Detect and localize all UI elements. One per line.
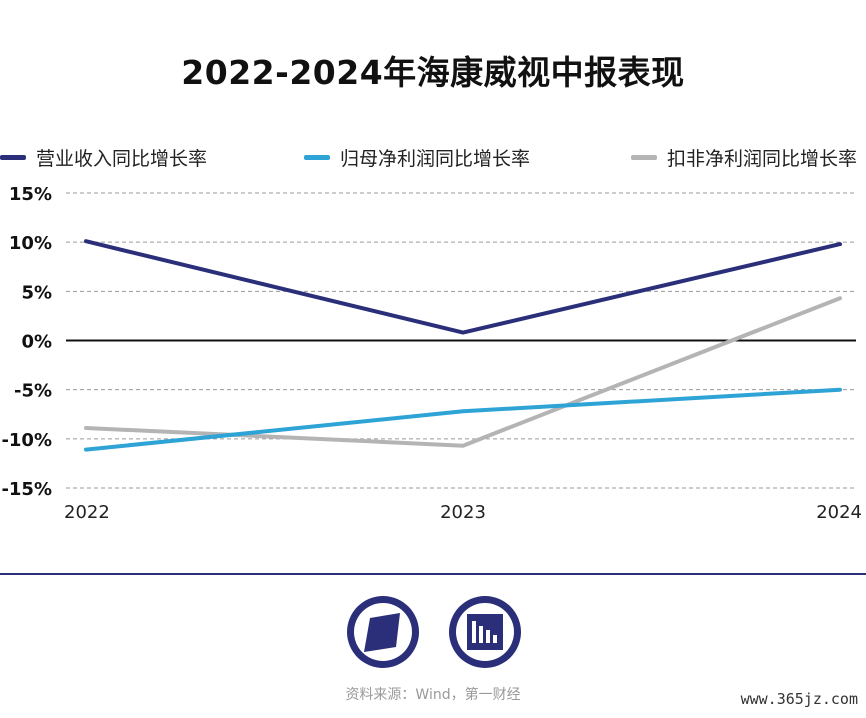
x-tick-label: 2022: [64, 502, 110, 523]
y-tick-label: 15%: [9, 184, 52, 205]
line-chart: 15% 10% 5% 0% -5% -10% -15% 2022 2023 2024: [1, 184, 862, 523]
legend-label-deducted-profit: 扣非净利润同比增长率: [667, 148, 858, 170]
bar-chart-logo-icon: [448, 595, 522, 669]
footer-divider: [0, 573, 866, 575]
y-tick-label: 10%: [9, 233, 52, 254]
x-tick-label: 2024: [816, 502, 862, 523]
x-tick-label: 2023: [440, 502, 486, 523]
legend-item-net-profit: 归母净利润同比增长率: [304, 144, 530, 171]
y-tick-label: -15%: [1, 479, 52, 500]
legend-swatch-deducted-profit: [631, 155, 657, 160]
legend-label-net-profit: 归母净利润同比增长率: [340, 148, 531, 170]
series-lines: [84, 239, 842, 452]
y-tick-label: 5%: [21, 282, 52, 303]
y-tick-label: -5%: [14, 381, 52, 402]
chart-legend: 营业收入同比增长率 归母净利润同比增长率 扣非净利润同比增长率: [0, 144, 866, 172]
legend-label-revenue: 营业收入同比增长率: [36, 148, 208, 170]
chart-title: 2022-2024年海康威视中报表现: [181, 53, 685, 92]
y-tick-label: 0%: [21, 332, 52, 353]
legend-swatch-net-profit: [304, 155, 330, 160]
y-tick-label: -10%: [1, 430, 52, 451]
watermark: www.365jz.com: [740, 690, 858, 708]
x-axis: 2022 2023 2024: [64, 502, 862, 523]
diamond-logo-icon: [346, 595, 420, 669]
series-line-1: [84, 387, 842, 452]
legend-item-revenue: 营业收入同比增长率: [0, 144, 207, 171]
series-line-2: [84, 296, 842, 448]
y-axis: 15% 10% 5% 0% -5% -10% -15%: [1, 184, 52, 500]
legend-item-deducted-profit: 扣非净利润同比增长率: [631, 144, 857, 171]
gridlines: [66, 192, 856, 489]
legend-swatch-revenue: [0, 155, 26, 160]
source-note: 资料来源：Wind，第一财经: [345, 687, 521, 703]
series-line-0: [84, 239, 842, 335]
